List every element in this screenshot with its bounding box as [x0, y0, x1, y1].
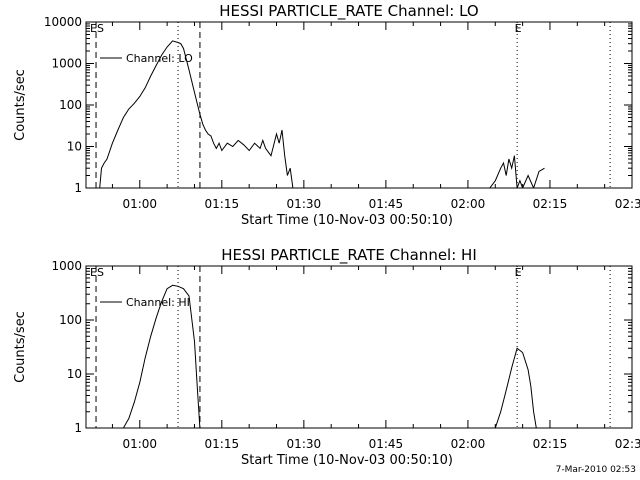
y-tick-label: 1 — [74, 421, 82, 435]
series-line-channel-hi — [122, 284, 537, 428]
plot-frame — [85, 265, 633, 429]
y-tick-label: 1 — [74, 181, 82, 195]
x-tick-label: 02:30 — [615, 197, 640, 211]
x-tick-label: 01:15 — [205, 437, 240, 451]
event-marker-label: ES — [90, 266, 104, 279]
x-tick-label: 02:00 — [451, 437, 486, 451]
chart-title: HESSI PARTICLE_RATE Channel: LO — [219, 2, 478, 21]
chart-title: HESSI PARTICLE_RATE Channel: HI — [221, 246, 477, 265]
event-marker-label: ES — [90, 22, 104, 35]
y-tick-label: 10000 — [44, 15, 82, 29]
x-tick-label: 01:30 — [287, 437, 322, 451]
series-line-channel-lo — [99, 40, 545, 188]
x-tick-label: 01:45 — [369, 197, 404, 211]
x-tick-label: 01:15 — [205, 197, 240, 211]
x-tick-label: 02:15 — [533, 437, 568, 451]
x-tick-label: 01:00 — [122, 437, 157, 451]
y-axis-label: Counts/sec — [13, 311, 28, 383]
x-axis-label: Start Time (10-Nov-03 00:50:10) — [241, 453, 453, 468]
y-tick-label: 10 — [67, 140, 82, 154]
event-marker-label: E — [515, 266, 522, 279]
event-marker-label: E — [515, 22, 522, 35]
x-tick-label: 01:30 — [287, 197, 322, 211]
x-tick-label: 01:45 — [369, 437, 404, 451]
y-axis-label: Counts/sec — [13, 69, 28, 141]
x-tick-label: 02:15 — [533, 197, 568, 211]
x-tick-label: 01:00 — [122, 197, 157, 211]
legend-entry: Channel: HI — [126, 296, 190, 309]
y-tick-label: 1000 — [51, 57, 82, 71]
x-axis-label: Start Time (10-Nov-03 00:50:10) — [241, 213, 453, 228]
y-tick-label: 1000 — [51, 259, 82, 273]
y-tick-label: 100 — [59, 313, 82, 327]
x-tick-label: 02:30 — [615, 437, 640, 451]
y-tick-label: 10 — [67, 367, 82, 381]
y-tick-label: 100 — [59, 98, 82, 112]
x-tick-label: 02:00 — [451, 197, 486, 211]
plot-frame — [85, 21, 633, 189]
footer-timestamp: 7-Mar-2010 02:53 — [556, 465, 636, 475]
